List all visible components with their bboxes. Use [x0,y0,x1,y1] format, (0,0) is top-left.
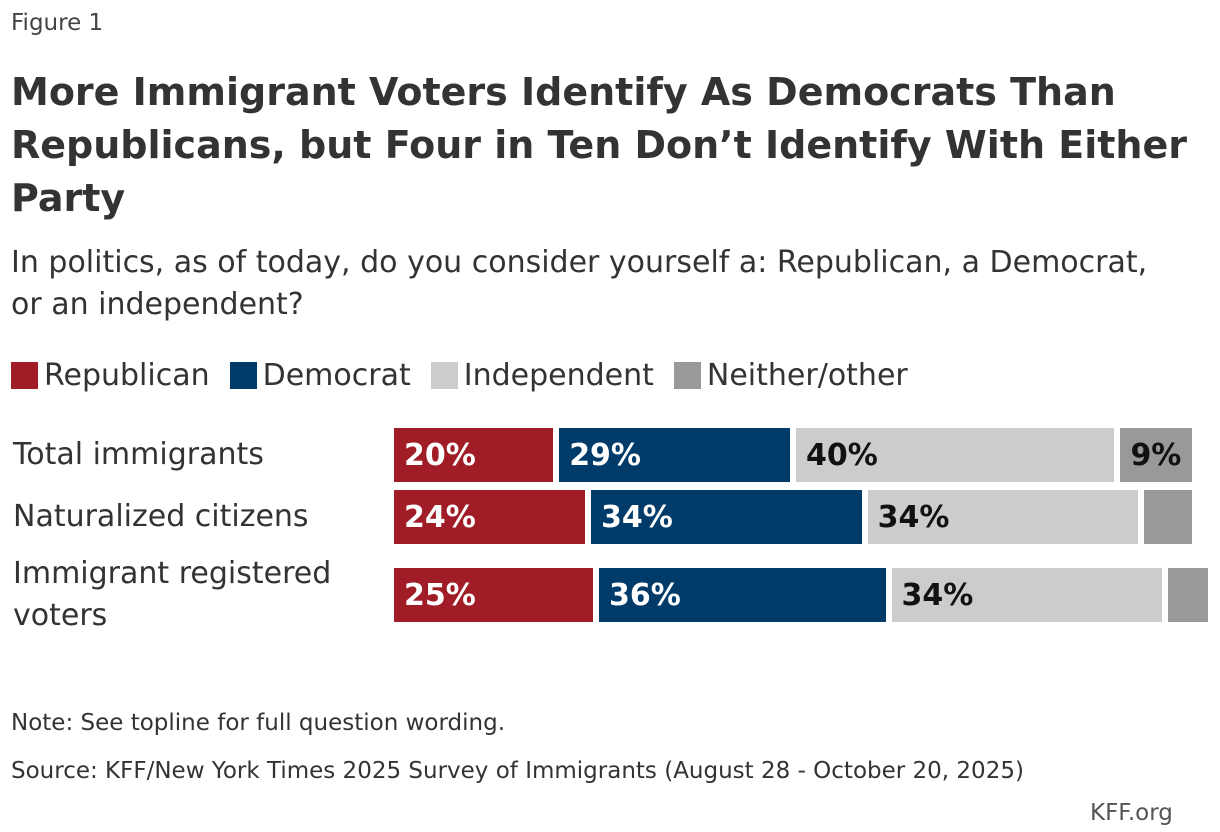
legend-swatch [673,362,701,389]
bar-segment: 29% [559,428,791,482]
bar-segment: 36% [599,568,886,622]
legend-item: Republican [11,358,210,393]
chart-title: More Immigrant Voters Identify As Democr… [11,70,1187,220]
data-label: 9% [1130,437,1182,473]
legend-swatch [430,362,458,389]
figure-label: Figure 1 [11,10,104,36]
legend-label: Democrat [262,358,411,393]
bar-segment: 24% [394,490,586,544]
row-label: Immigrant registered voters [13,556,332,633]
legend-swatch [11,362,38,389]
legend-label: Neither/other [706,358,908,393]
legend-item: Democrat [229,358,411,393]
bar-segment: 25% [394,568,593,622]
data-label: 25% [404,577,476,613]
bar-segment: 34% [867,490,1139,544]
bar-segment: 20% [394,428,554,482]
bar-segment: 34% [891,568,1163,622]
legend: Republican Democrat Independent Neither/oth… [11,358,908,393]
note: Note: See topline for full question word… [11,710,506,736]
chart-subtitle: In politics, as of today, do you conside… [11,245,1148,322]
data-label: 34% [601,499,673,535]
data-label: 24% [404,499,476,535]
bar-segment: 34% [591,490,862,544]
legend-label: Republican [44,358,210,393]
data-label: 29% [569,437,641,473]
source: Source: KFF/New York Times 2025 Survey o… [11,758,1024,784]
bar-segment [1144,490,1193,544]
data-label: 20% [404,437,476,473]
row-label: Total immigrants [13,437,264,472]
bar-segment [1168,568,1208,622]
bar-segment: 9% [1120,428,1193,482]
logo: KFF.org [1090,800,1173,826]
data-label: 36% [609,577,681,613]
legend-item: Neither/other [673,358,908,393]
legend-label: Independent [463,358,654,393]
legend-item: Independent [430,358,654,393]
row-label: Naturalized citizens [13,499,309,534]
data-label: 40% [806,437,878,473]
data-label: 34% [901,577,974,613]
bar-segment: 40% [796,428,1115,482]
legend-swatch [229,362,257,389]
data-label: 34% [877,499,950,535]
